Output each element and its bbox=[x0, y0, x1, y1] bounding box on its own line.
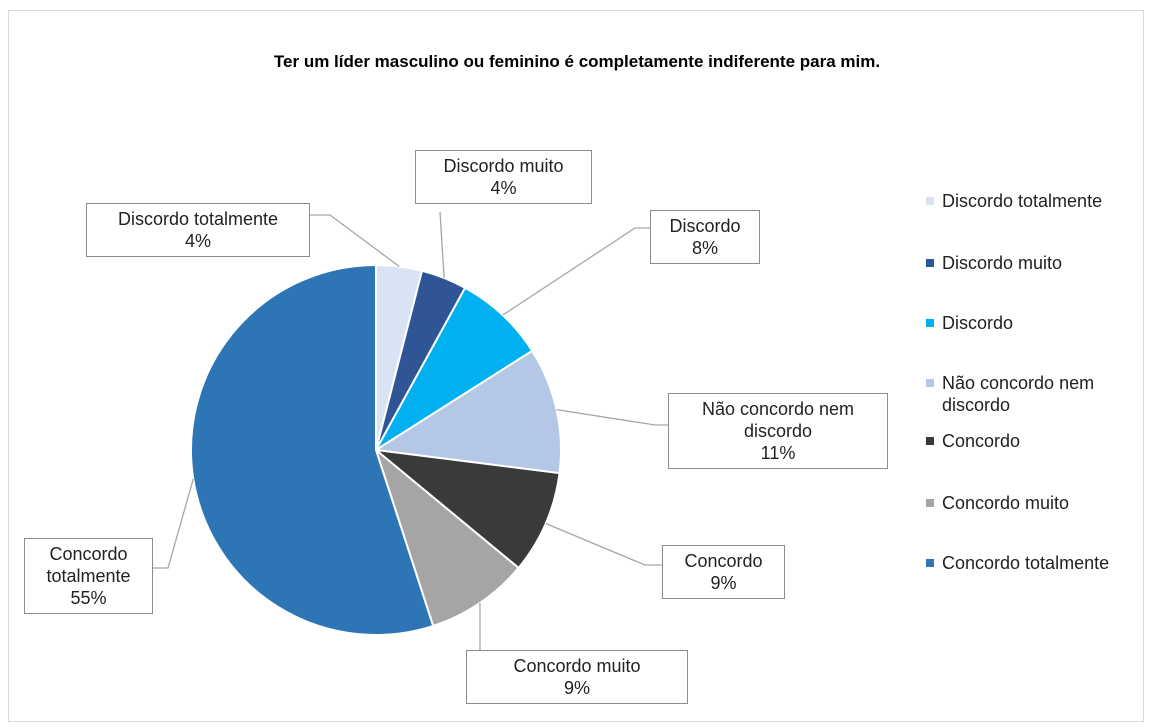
leader-line bbox=[502, 227, 650, 316]
leader-line bbox=[545, 522, 662, 566]
data-label-category: Discordo totalmente bbox=[117, 209, 279, 229]
data-label: Discordo 8% bbox=[650, 210, 760, 264]
legend-entry: Discordo muito bbox=[942, 253, 1063, 273]
legend-entry: Discordo bbox=[942, 313, 1014, 333]
legend-marker bbox=[926, 559, 934, 567]
legend-marker bbox=[926, 197, 934, 205]
leader-line bbox=[439, 211, 445, 279]
data-label: Discordo muito 4% bbox=[415, 150, 592, 204]
legend-marker bbox=[926, 437, 934, 445]
data-label-value: 9% bbox=[710, 573, 737, 593]
data-label-value: 4% bbox=[184, 231, 211, 251]
leader-line bbox=[556, 409, 668, 426]
legend-marker bbox=[926, 499, 934, 507]
data-label-category: Discordo muito bbox=[443, 156, 564, 176]
data-label: Concordo muito 9% bbox=[466, 650, 688, 704]
data-label-category: Concordo muito bbox=[513, 656, 641, 676]
pie-slice bbox=[375, 286, 534, 451]
leader-line bbox=[310, 214, 400, 267]
legend-entry: Concordo bbox=[942, 431, 1021, 451]
legend-marker bbox=[926, 319, 934, 327]
data-label-value: 55% bbox=[70, 588, 107, 608]
data-label-category: Discordo bbox=[669, 216, 741, 236]
legend-entry: Discordo totalmente bbox=[942, 191, 1103, 211]
legend-entry: Concordo totalmente bbox=[942, 553, 1110, 573]
data-label: Não concordo nem discordo 11% bbox=[668, 393, 888, 469]
pie-slice bbox=[190, 263, 435, 636]
legend-marker bbox=[926, 379, 934, 387]
data-label-value: 8% bbox=[691, 238, 718, 258]
pie-slice bbox=[372, 448, 561, 570]
legend-marker bbox=[926, 259, 934, 267]
data-label: Concordo 9% bbox=[662, 545, 785, 599]
data-label-category: Concordo bbox=[684, 551, 763, 571]
data-label-category: Concordo totalmente bbox=[46, 544, 131, 586]
data-label-value: 4% bbox=[490, 178, 517, 198]
chart-frame bbox=[8, 10, 1144, 722]
data-label: Discordo totalmente 4% bbox=[86, 203, 310, 257]
chart-title: Ter um líder masculino ou feminino é com… bbox=[273, 52, 881, 71]
legend-entry: Não concordo nem discordo bbox=[942, 373, 1095, 415]
pie-slice bbox=[373, 447, 520, 628]
leader-line bbox=[153, 478, 194, 569]
data-label-category: Não concordo nem discordo bbox=[701, 399, 855, 441]
legend-entry: Concordo muito bbox=[942, 493, 1070, 513]
data-label: Concordo totalmente 55% bbox=[24, 538, 153, 614]
data-label-value: 11% bbox=[760, 443, 796, 463]
data-label-value: 9% bbox=[563, 678, 590, 698]
